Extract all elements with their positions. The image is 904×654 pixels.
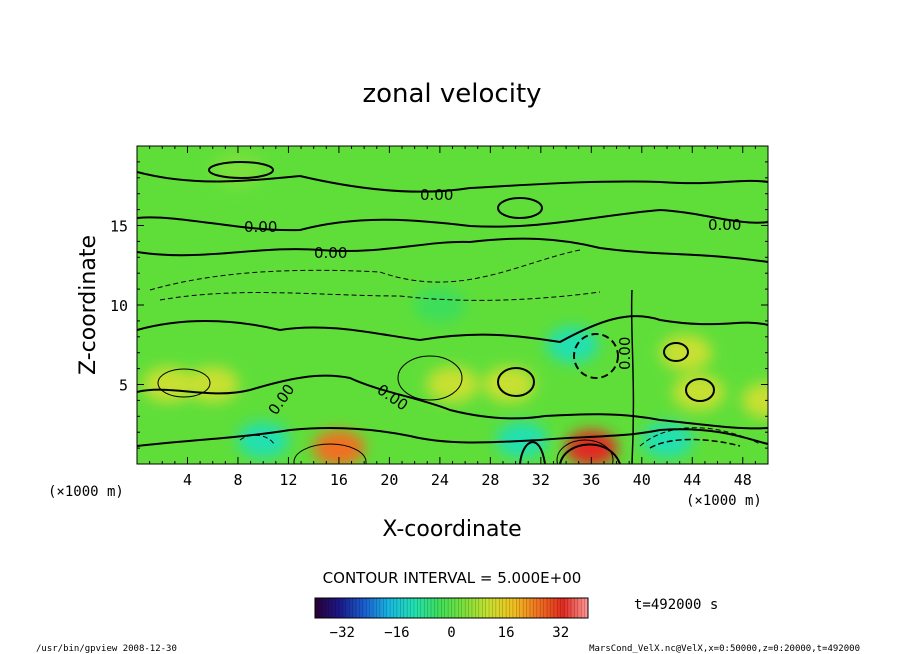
field-region <box>565 430 618 464</box>
contour-interval: CONTOUR INTERVAL = 5.000E+00 <box>323 569 582 587</box>
y-tick-label: 10 <box>110 297 128 315</box>
x-unit-left: (×1000 m) <box>48 484 124 500</box>
y-tick-label: 15 <box>110 218 128 236</box>
time-label: t=492000 s <box>634 597 718 613</box>
colorbar-tick-label: 32 <box>552 625 569 641</box>
x-tick-label: 4 <box>183 471 192 489</box>
colorbar-tick-label: 16 <box>498 625 515 641</box>
chart-title: zonal velocity <box>362 79 541 109</box>
x-tick-label: 8 <box>233 471 242 489</box>
field-region <box>312 430 365 464</box>
colorbar-tick-label: −16 <box>384 625 409 641</box>
field-region <box>483 366 536 403</box>
x-tick-label: 32 <box>532 471 550 489</box>
contour-label: 0.00 <box>420 186 453 204</box>
colorbar: −32 −16 0 16 32 <box>314 597 589 641</box>
field-region <box>142 366 195 403</box>
x-tick-label: 48 <box>734 471 752 489</box>
x-unit-right: (×1000 m) <box>686 493 762 509</box>
contour-label: 0.00 <box>314 244 347 262</box>
x-tick-label: 12 <box>279 471 297 489</box>
contour-label: 0.00 <box>244 218 277 236</box>
footer-left: /usr/bin/gpview 2008-12-30 <box>36 644 177 654</box>
x-tick-label: 20 <box>380 471 398 489</box>
contour-label: 0.00 <box>708 216 741 234</box>
y-axis-label: Z-coordinate <box>76 235 101 375</box>
x-tick-label: 40 <box>633 471 651 489</box>
x-tick-label: 24 <box>431 471 449 489</box>
field-region <box>546 326 599 363</box>
contour-lines <box>137 161 768 464</box>
field-region <box>413 287 466 323</box>
heatmap-field: 0.00 0.00 0.00 0.00 0.00 0.00 0.00 <box>137 146 768 464</box>
y-tick-label: 5 <box>119 377 128 395</box>
field-region <box>186 366 239 403</box>
axis-ticks <box>137 146 768 464</box>
x-tick-label: 28 <box>481 471 499 489</box>
colorbar-tick-label: −32 <box>330 625 355 641</box>
x-tick-label: 44 <box>683 471 701 489</box>
field-region <box>742 382 768 419</box>
field-region <box>426 366 479 403</box>
x-axis-label: X-coordinate <box>382 517 521 542</box>
footer-right: MarsCond_VelX.nc@VelX,x=0:50000,z=0:2000… <box>589 644 860 654</box>
contour-label: 0.00 <box>616 337 634 370</box>
colorbar-tick-label: 0 <box>447 625 455 641</box>
x-tick-label: 36 <box>582 471 600 489</box>
x-tick-label: 16 <box>330 471 348 489</box>
field-region <box>659 334 712 371</box>
field-region <box>237 422 290 459</box>
field-region <box>211 151 264 188</box>
